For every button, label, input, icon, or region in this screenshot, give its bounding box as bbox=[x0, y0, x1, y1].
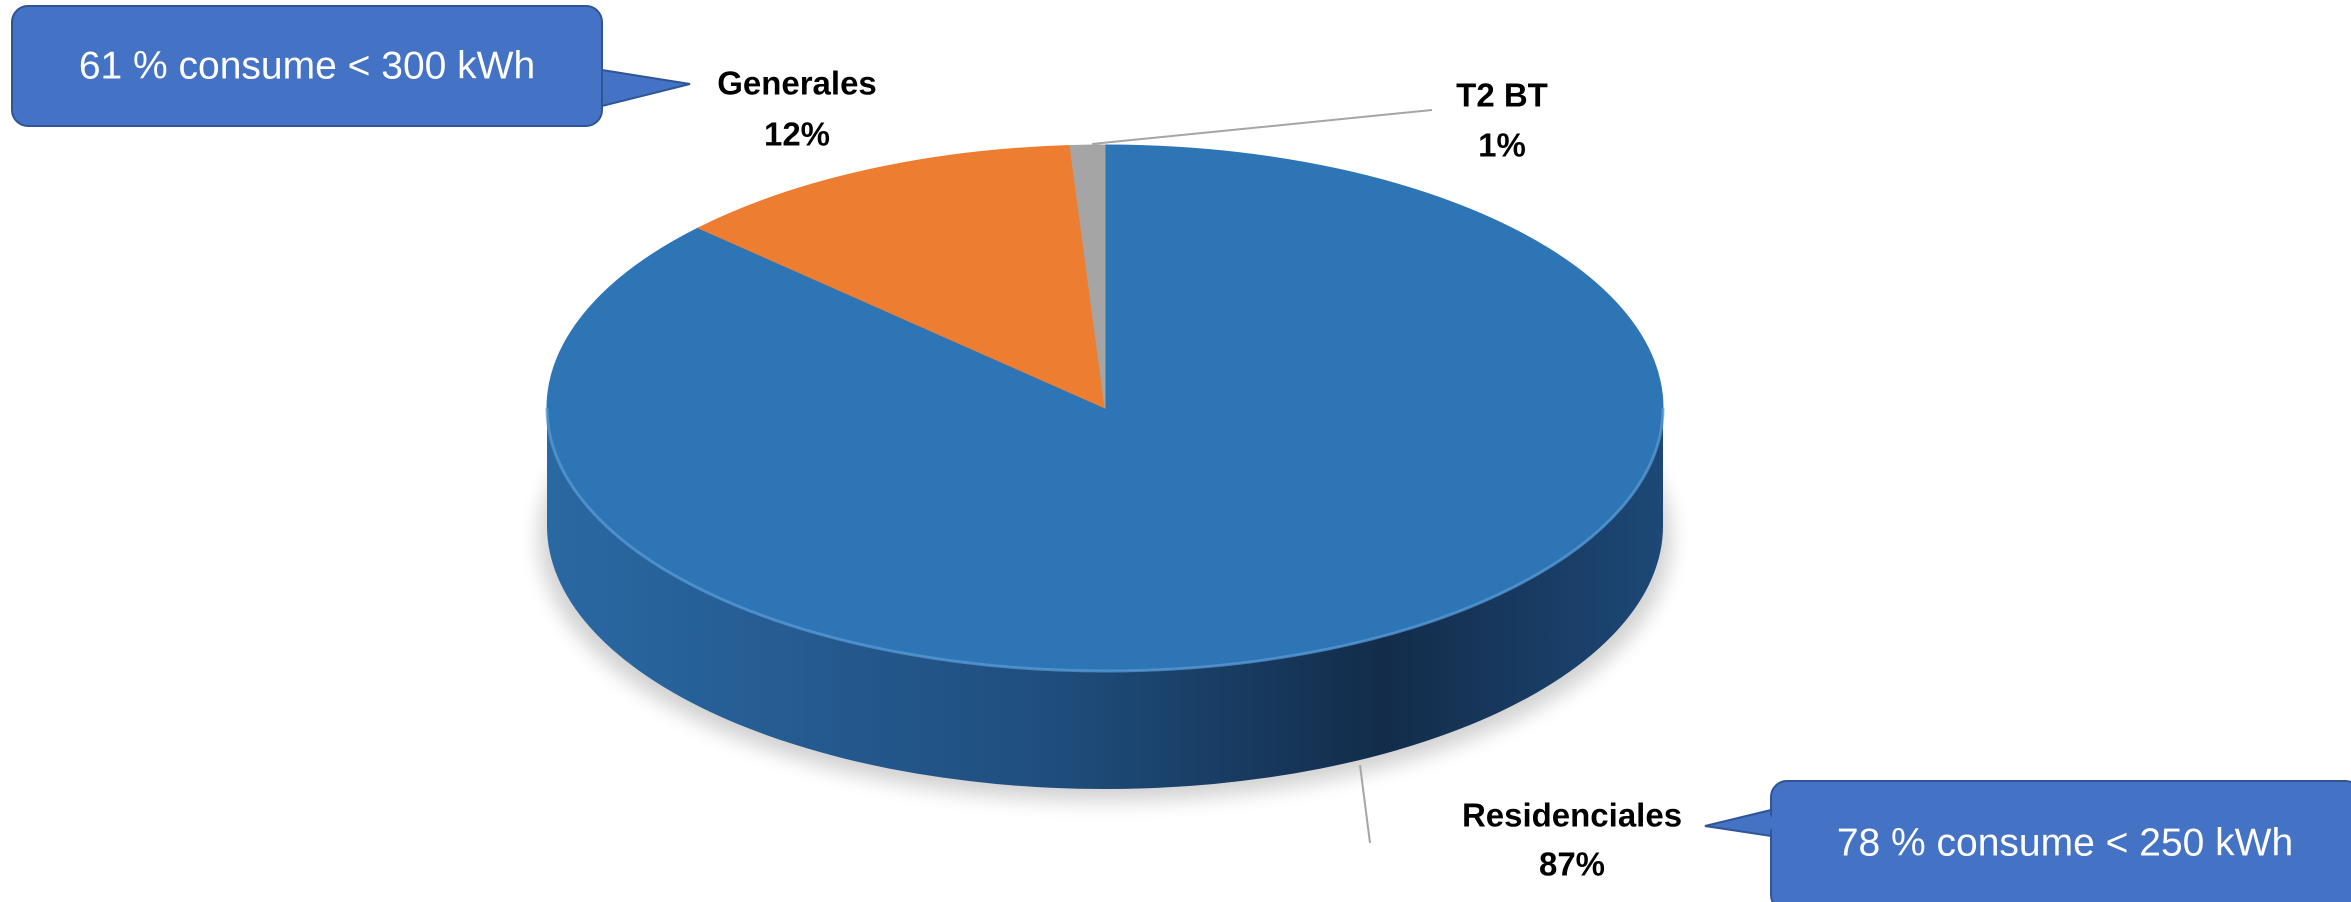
annotation: 61 % consume < 300 kWh bbox=[79, 44, 535, 87]
callout-joint bbox=[1768, 812, 1775, 834]
leader-line bbox=[1359, 764, 1371, 844]
callout-pointer bbox=[601, 68, 691, 108]
category-label: Residenciales bbox=[1462, 797, 1682, 834]
labels: Residenciales 87% Generales 12% T2 BT 1% 61 % … bbox=[11, 5, 2351, 902]
leader-line bbox=[1091, 109, 1433, 145]
callout-box bbox=[1770, 780, 2351, 902]
pie-rim bbox=[545, 407, 1665, 673]
pie-side bbox=[547, 408, 1663, 789]
pie-slice bbox=[1069, 144, 1106, 409]
callout-pointer bbox=[1704, 808, 1772, 838]
value-label: 1% bbox=[1478, 127, 1526, 164]
value-label: 12% bbox=[764, 116, 830, 153]
category-label: Generales bbox=[717, 65, 877, 102]
pie bbox=[539, 144, 1671, 801]
pie-slice bbox=[697, 145, 1106, 409]
annotation: 78 % consume < 250 kWh bbox=[1837, 821, 2293, 864]
category-label: T2 BT bbox=[1456, 77, 1548, 114]
callout-joint bbox=[598, 72, 599, 104]
value-label: 87% bbox=[1539, 846, 1605, 883]
callout-box bbox=[11, 5, 603, 127]
